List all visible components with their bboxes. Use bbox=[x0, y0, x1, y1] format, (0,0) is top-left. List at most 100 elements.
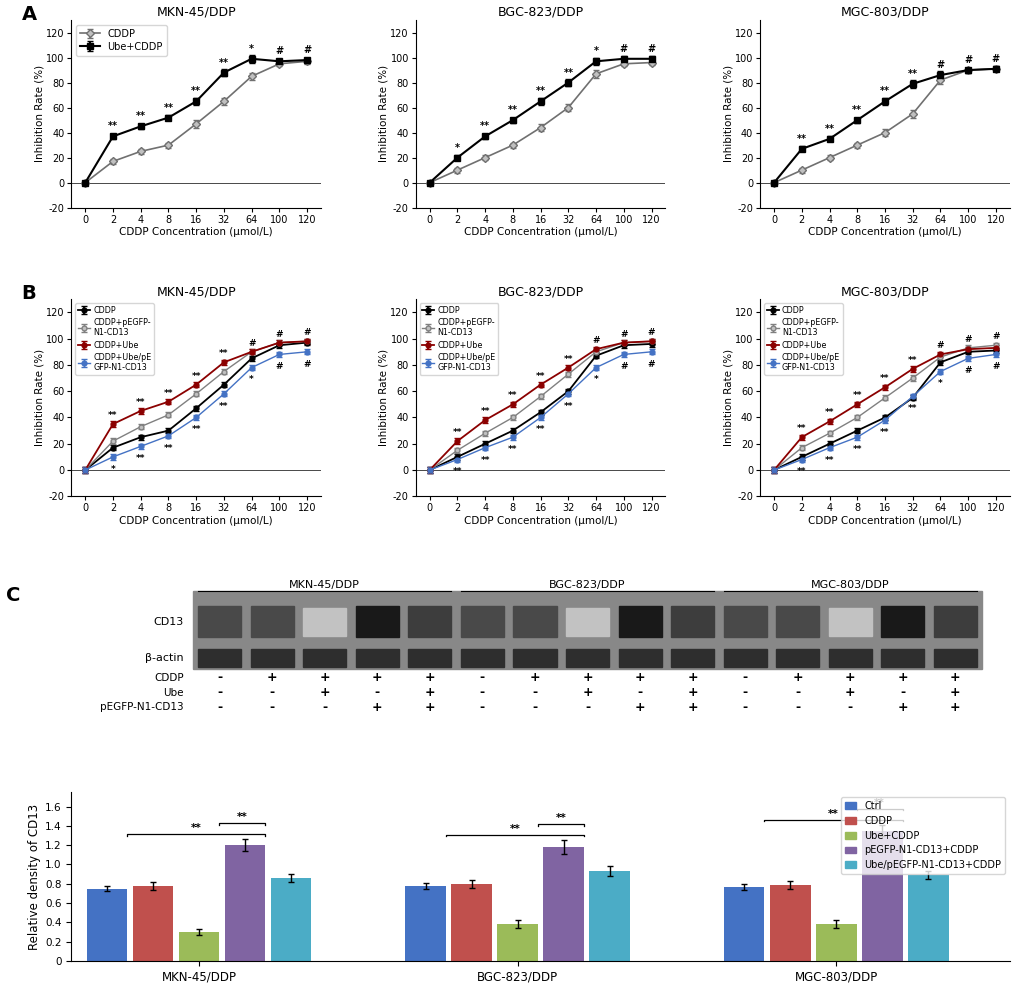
Bar bbox=[270, 878, 311, 961]
X-axis label: CDDP Concentration (μmol/L): CDDP Concentration (μmol/L) bbox=[464, 227, 616, 237]
Legend: CDDP, CDDP+pEGFP-
N1-CD13, CDDP+Ube, CDDP+Ube/pE
GFP-N1-CD13: CDDP, CDDP+pEGFP- N1-CD13, CDDP+Ube, CDD… bbox=[763, 303, 842, 374]
Text: **: ** bbox=[907, 356, 917, 365]
Text: **: ** bbox=[796, 134, 806, 144]
Title: MKN-45/DDP: MKN-45/DDP bbox=[156, 6, 235, 19]
Text: **: ** bbox=[480, 407, 489, 416]
Text: **: ** bbox=[796, 424, 806, 433]
Text: BGC-823/DDP: BGC-823/DDP bbox=[549, 581, 626, 591]
Text: **: ** bbox=[507, 105, 518, 115]
Text: CDDP: CDDP bbox=[154, 673, 183, 683]
Text: #: # bbox=[592, 336, 599, 345]
X-axis label: CDDP Concentration (μmol/L): CDDP Concentration (μmol/L) bbox=[119, 517, 273, 526]
Text: +: + bbox=[424, 672, 435, 685]
Text: **: ** bbox=[879, 374, 889, 383]
Text: **: ** bbox=[192, 371, 201, 380]
Bar bbox=[618, 606, 661, 638]
Text: **: ** bbox=[823, 124, 834, 134]
Text: -: - bbox=[322, 701, 327, 714]
Bar bbox=[827, 649, 871, 667]
Legend: CDDP, Ube+CDDP: CDDP, Ube+CDDP bbox=[76, 25, 166, 56]
Bar bbox=[880, 606, 923, 638]
Text: -: - bbox=[900, 686, 905, 699]
Text: -: - bbox=[742, 672, 747, 685]
Text: **: ** bbox=[108, 411, 117, 420]
Bar bbox=[461, 649, 503, 667]
Title: BGC-823/DDP: BGC-823/DDP bbox=[497, 6, 583, 19]
Text: +: + bbox=[319, 672, 330, 685]
Bar bbox=[513, 649, 556, 667]
Text: -: - bbox=[479, 701, 484, 714]
X-axis label: CDDP Concentration (μmol/L): CDDP Concentration (μmol/L) bbox=[464, 517, 616, 526]
Text: +: + bbox=[319, 686, 330, 699]
Bar bbox=[198, 649, 240, 667]
Y-axis label: Inhibition Rate (%): Inhibition Rate (%) bbox=[35, 65, 45, 162]
Bar bbox=[408, 649, 451, 667]
Text: **: ** bbox=[824, 408, 834, 417]
Text: -: - bbox=[584, 701, 590, 714]
Text: -: - bbox=[637, 686, 642, 699]
Y-axis label: Inhibition Rate (%): Inhibition Rate (%) bbox=[379, 65, 388, 162]
Text: +: + bbox=[844, 686, 855, 699]
Text: **: ** bbox=[564, 401, 573, 410]
Text: **: ** bbox=[136, 398, 146, 407]
Bar bbox=[566, 608, 608, 636]
Text: +: + bbox=[949, 686, 960, 699]
Legend: Ctrl, CDDP, Ube+CDDP, pEGFP-N1-CD13+CDDP, Ube/pEGFP-N1-CD13+CDDP: Ctrl, CDDP, Ube+CDDP, pEGFP-N1-CD13+CDDP… bbox=[840, 797, 1004, 874]
Text: +: + bbox=[634, 701, 645, 714]
Bar bbox=[408, 607, 451, 637]
Text: **: ** bbox=[192, 425, 201, 434]
Text: #: # bbox=[620, 329, 627, 338]
Text: **: ** bbox=[852, 105, 861, 115]
Text: +: + bbox=[949, 701, 960, 714]
Bar bbox=[543, 847, 583, 961]
Text: **: ** bbox=[236, 813, 248, 823]
Text: **: ** bbox=[907, 404, 917, 413]
Text: -: - bbox=[742, 686, 747, 699]
Text: **: ** bbox=[219, 401, 228, 410]
Text: CD13: CD13 bbox=[154, 617, 183, 627]
Text: **: ** bbox=[879, 428, 889, 437]
Text: B: B bbox=[21, 283, 37, 302]
Text: **: ** bbox=[163, 443, 173, 452]
Text: **: ** bbox=[852, 391, 861, 400]
Y-axis label: Inhibition Rate (%): Inhibition Rate (%) bbox=[379, 349, 388, 446]
Bar bbox=[461, 607, 503, 637]
Text: -: - bbox=[269, 686, 274, 699]
Bar bbox=[224, 845, 265, 961]
Legend: CDDP, CDDP+pEGFP-
N1-CD13, CDDP+Ube, CDDP+Ube/pE
GFP-N1-CD13: CDDP, CDDP+pEGFP- N1-CD13, CDDP+Ube, CDD… bbox=[420, 303, 497, 374]
Text: -: - bbox=[742, 701, 747, 714]
Text: +: + bbox=[424, 701, 435, 714]
Y-axis label: Inhibition Rate (%): Inhibition Rate (%) bbox=[35, 349, 45, 446]
Text: *: * bbox=[593, 375, 598, 384]
Text: #: # bbox=[935, 60, 944, 70]
Text: **: ** bbox=[163, 388, 173, 397]
Title: MKN-45/DDP: MKN-45/DDP bbox=[156, 285, 235, 298]
Text: **: ** bbox=[191, 823, 202, 833]
Text: **: ** bbox=[907, 69, 917, 79]
Text: **: ** bbox=[796, 467, 806, 476]
Text: *: * bbox=[249, 44, 254, 54]
Bar bbox=[303, 608, 346, 636]
Bar bbox=[589, 871, 630, 961]
Text: -: - bbox=[217, 686, 222, 699]
Bar bbox=[815, 924, 856, 961]
Text: +: + bbox=[949, 672, 960, 685]
Bar bbox=[356, 606, 398, 638]
Bar bbox=[775, 649, 818, 667]
Bar bbox=[933, 649, 976, 667]
Text: +: + bbox=[897, 701, 907, 714]
Bar bbox=[723, 887, 763, 961]
Text: **: ** bbox=[535, 371, 545, 380]
Title: MGC-803/DDP: MGC-803/DDP bbox=[840, 285, 928, 298]
Text: +: + bbox=[844, 672, 855, 685]
Text: **: ** bbox=[452, 428, 462, 437]
Bar bbox=[194, 592, 980, 669]
Text: #: # bbox=[647, 328, 654, 337]
Text: C: C bbox=[6, 586, 20, 605]
Title: BGC-823/DDP: BGC-823/DDP bbox=[497, 285, 583, 298]
Text: #: # bbox=[303, 328, 311, 337]
Text: **: ** bbox=[219, 349, 228, 358]
Text: +: + bbox=[582, 686, 592, 699]
Text: +: + bbox=[687, 686, 697, 699]
Text: Ube: Ube bbox=[163, 688, 183, 698]
